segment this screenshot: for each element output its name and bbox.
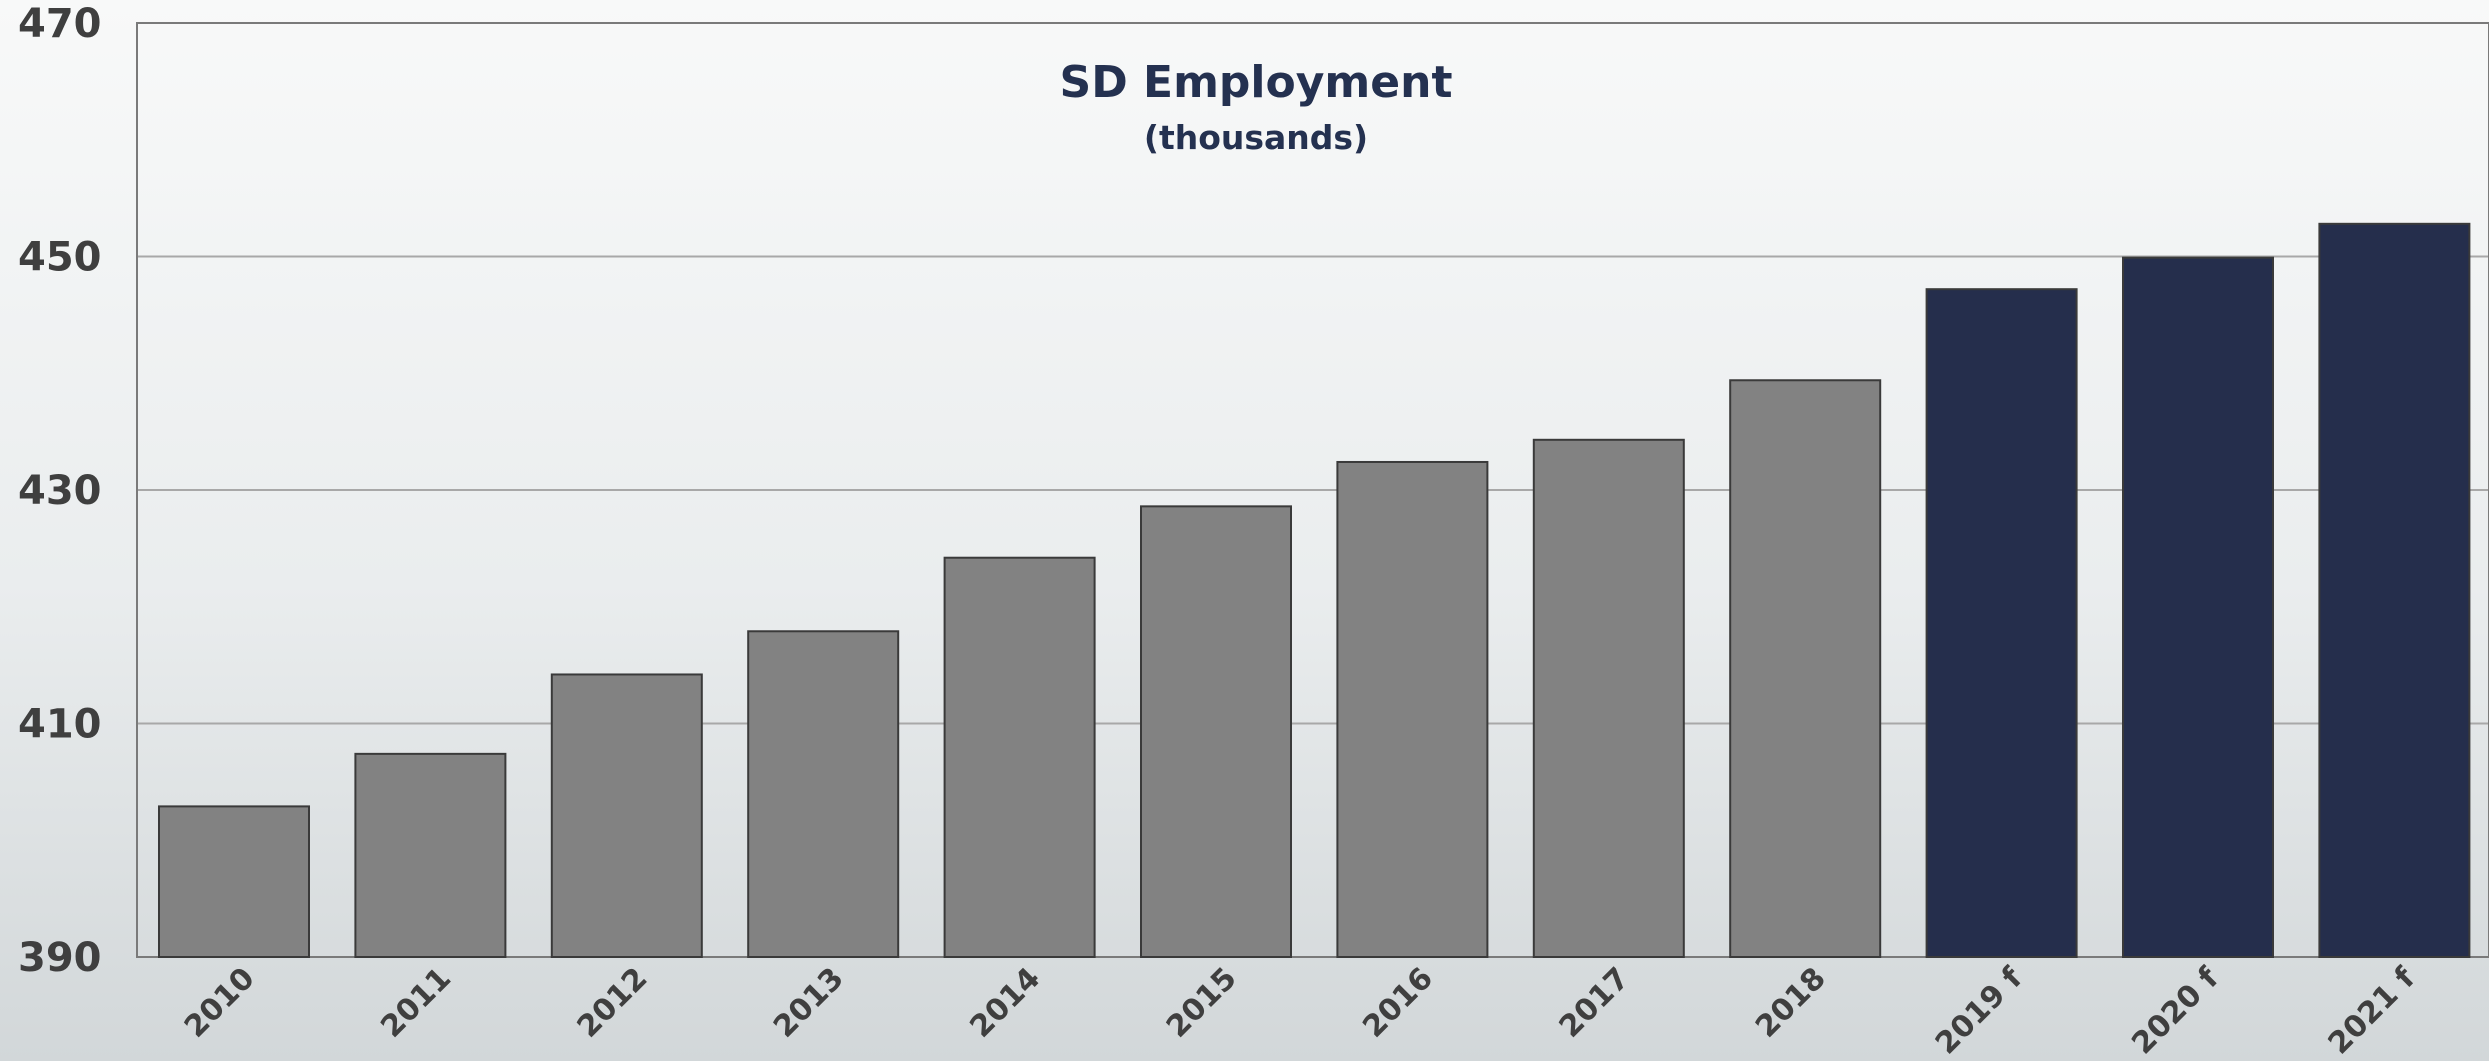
y-tick-label: 390 — [18, 935, 102, 981]
bar-2010 — [158, 805, 310, 959]
x-category-label: 2020 f — [2125, 960, 2226, 1061]
x-category-label: 2019 f — [1929, 960, 2030, 1061]
gridlines — [137, 255, 2489, 725]
bar-2012 — [550, 673, 703, 959]
chart-subtitle: (thousands) — [1144, 118, 1368, 157]
bar-2011 — [354, 752, 507, 958]
x-category-label: 2014 — [963, 961, 1047, 1045]
x-axis-category-labels: 2010 2011 2012 2013 2014 2015 2016 2017 2018 2019… — [178, 960, 2423, 1061]
x-category-label: 2011 — [374, 961, 458, 1045]
chart-title: SD Employment — [1060, 57, 1453, 108]
bar-2018 — [1729, 379, 1882, 958]
x-category-label: 2018 — [1749, 961, 1833, 1045]
bar-2021-f — [2318, 222, 2471, 958]
bar-2014 — [943, 556, 1096, 959]
x-category-label: 2021 f — [2322, 960, 2423, 1061]
y-tick-label: 470 — [18, 1, 102, 47]
y-axis-tick-labels: 390 410 430 450 470 — [18, 1, 102, 981]
bar-2015 — [1140, 505, 1292, 958]
y-tick-label: 410 — [18, 702, 102, 748]
x-category-label: 2015 — [1160, 961, 1244, 1045]
bar-2020-f — [2122, 256, 2274, 959]
y-tick-label: 450 — [18, 235, 102, 281]
x-category-label: 2012 — [571, 961, 655, 1045]
x-category-label: 2013 — [767, 961, 851, 1045]
bar-2013 — [747, 630, 900, 959]
bar-2017 — [1532, 438, 1685, 958]
bar-2019-f — [1925, 288, 2078, 958]
x-category-label: 2016 — [1356, 961, 1440, 1045]
plot-area-frame — [136, 22, 2489, 958]
bars — [158, 222, 2471, 959]
y-tick-label: 430 — [18, 468, 102, 514]
x-category-label: 2010 — [178, 961, 262, 1045]
bar-2016 — [1336, 460, 1489, 958]
x-category-label: 2017 — [1553, 961, 1637, 1045]
